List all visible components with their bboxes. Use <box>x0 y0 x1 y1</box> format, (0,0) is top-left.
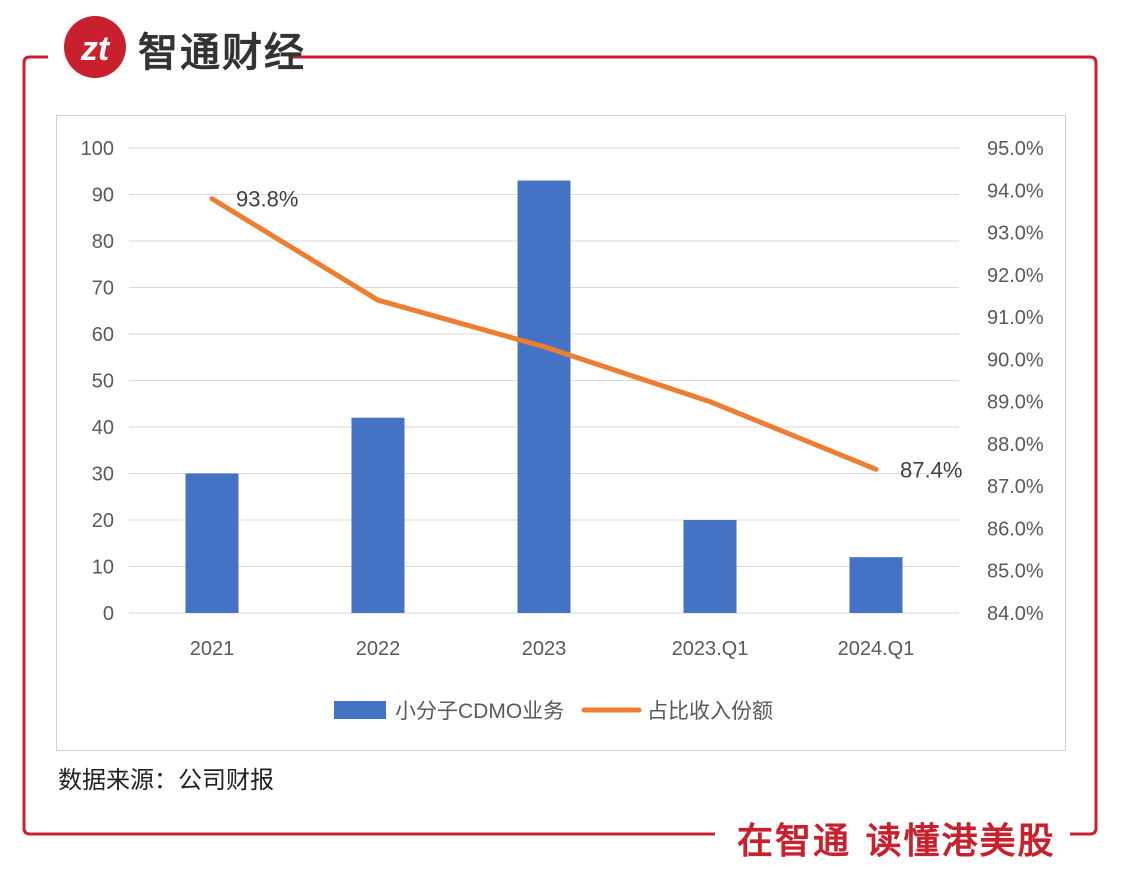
left-tick-label: 0 <box>103 603 114 625</box>
data-source: 数据来源：公司财报 <box>58 766 274 794</box>
legend: 小分子CDMO业务 占比收入份额 <box>334 700 773 723</box>
right-tick-label: 85.0% <box>987 561 1044 583</box>
right-tick-label: 90.0% <box>987 349 1044 371</box>
brand-name: 智通财经 <box>138 30 306 76</box>
left-tick-label: 10 <box>92 557 114 579</box>
left-tick-label: 20 <box>92 510 114 532</box>
bar <box>849 557 903 613</box>
data-label: 93.8% <box>236 187 298 212</box>
left-tick-label: 50 <box>92 371 114 393</box>
right-tick-label: 93.0% <box>987 223 1044 245</box>
bar <box>185 473 239 613</box>
right-tick-label: 94.0% <box>987 180 1044 202</box>
x-tick-label: 2022 <box>356 638 401 660</box>
right-tick-label: 88.0% <box>987 434 1044 456</box>
logo-mark: zt <box>80 30 111 68</box>
line-point <box>211 198 213 200</box>
x-tick-label: 2023.Q1 <box>672 638 749 660</box>
line-point <box>875 468 877 470</box>
chart-container: 0 10 20 30 40 50 60 70 80 90 100 84.0% 85.0% 86.0% 87… <box>56 115 1066 751</box>
bar <box>517 180 571 614</box>
right-tick-label: 84.0% <box>987 603 1044 625</box>
combo-chart: 0 10 20 30 40 50 60 70 80 90 100 84.0% 85.0% 86.0% 87… <box>81 138 1044 723</box>
left-tick-label: 40 <box>92 417 114 439</box>
bar <box>351 417 405 613</box>
left-tick-label: 100 <box>81 138 114 160</box>
left-tick-label: 60 <box>92 324 114 346</box>
left-tick-label: 80 <box>92 231 114 253</box>
right-tick-label: 95.0% <box>987 138 1044 160</box>
right-tick-label: 89.0% <box>987 392 1044 414</box>
left-tick-label: 70 <box>92 278 114 300</box>
line-series <box>209 196 879 472</box>
legend-label-line: 占比收入份额 <box>647 700 773 723</box>
data-labels: 93.8% 87.4% <box>236 187 962 483</box>
brand-logo: zt <box>64 16 126 78</box>
x-tick-label: 2021 <box>190 638 235 660</box>
left-tick-label: 30 <box>92 464 114 486</box>
right-tick-label: 91.0% <box>987 307 1044 329</box>
line-point <box>543 346 545 348</box>
x-tick-label: 2024.Q1 <box>838 638 915 660</box>
right-axis-ticks: 84.0% 85.0% 86.0% 87.0% 88.0% 89.0% 90.0% 91.0%… <box>987 138 1044 625</box>
left-axis-ticks: 0 10 20 30 40 50 60 70 80 90 100 <box>81 138 114 625</box>
x-tick-label: 2023 <box>522 638 567 660</box>
line-point <box>377 299 379 301</box>
x-axis-ticks: 2021 2022 2023 2023.Q1 2024.Q1 <box>190 638 915 660</box>
bar <box>683 520 737 613</box>
bars <box>185 180 903 614</box>
right-tick-label: 86.0% <box>987 518 1044 540</box>
right-tick-label: 87.0% <box>987 476 1044 498</box>
legend-label-bar: 小分子CDMO业务 <box>395 700 564 723</box>
slogan: 在智通 读懂港美股 <box>737 821 1056 862</box>
left-tick-label: 90 <box>92 185 114 207</box>
legend-swatch-bar <box>334 701 386 719</box>
right-tick-label: 92.0% <box>987 265 1044 287</box>
data-label: 87.4% <box>900 457 962 482</box>
line-point <box>709 401 711 403</box>
